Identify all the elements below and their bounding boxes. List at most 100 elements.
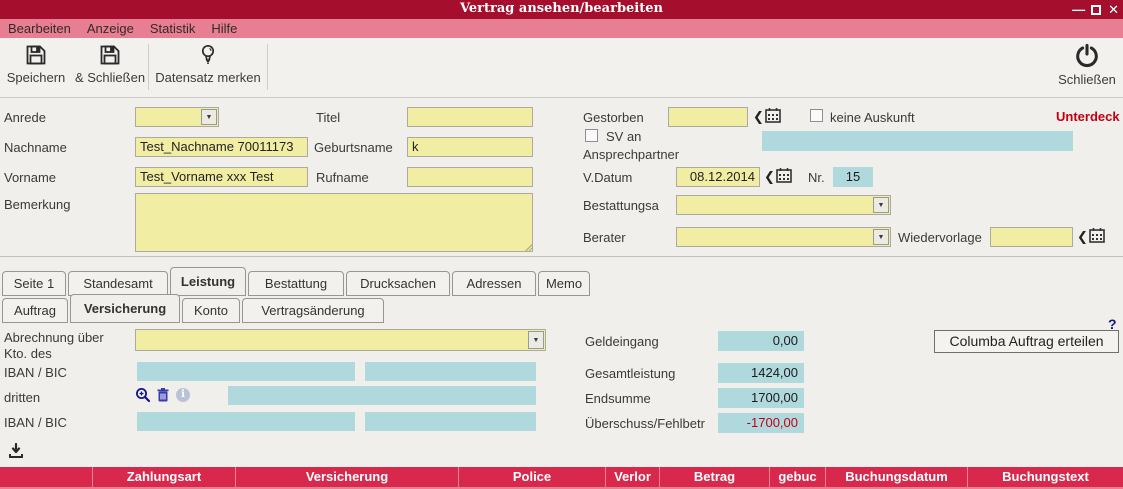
menu-bearbeiten[interactable]: Bearbeiten (8, 21, 71, 36)
nachname-label: Nachname (4, 140, 67, 155)
abrechnung-select[interactable]: ▼ (135, 329, 546, 351)
chevron-left-icon[interactable]: ❮ (1077, 229, 1088, 244)
column-header-versicherung[interactable]: Versicherung (236, 467, 459, 487)
column-header-gebuc[interactable]: gebuc (770, 467, 826, 487)
menu-anzeige[interactable]: Anzeige (86, 21, 134, 36)
main-tab-row: Seite 1 Standesamt Leistung Bestattung D… (2, 266, 592, 296)
lightbulb-icon (201, 44, 215, 64)
chevron-left-icon[interactable]: ❮ (764, 169, 775, 184)
close-window-button[interactable]: Schließen (1055, 43, 1119, 87)
tab-konto[interactable]: Konto (182, 298, 240, 323)
trash-icon[interactable] (155, 387, 171, 403)
dritten-input[interactable] (228, 386, 536, 405)
column-header-empty[interactable] (0, 467, 93, 487)
keine-auskunft-label: keine Auskunft (830, 110, 915, 125)
geburtsname-label: Geburtsname (314, 140, 393, 155)
nr-label: Nr. (808, 170, 825, 185)
anrede-select[interactable]: ▼ (135, 107, 219, 127)
wiedervorlage-label: Wiedervorlage (898, 230, 982, 245)
column-header-zahlungsart[interactable]: Zahlungsart (93, 467, 236, 487)
abrechnung-label-line2: Kto. des (4, 346, 52, 361)
columba-auftrag-button[interactable]: Columba Auftrag erteilen (934, 330, 1119, 353)
tab-versicherung[interactable]: Versicherung (70, 294, 180, 323)
save-close-button[interactable]: & Schließen (70, 43, 150, 85)
bestattungsart-select[interactable]: ▼ (676, 195, 891, 215)
column-header-buchungsdatum[interactable]: Buchungsdatum (826, 467, 968, 487)
titel-input[interactable] (407, 107, 533, 127)
column-header-buchungstext[interactable]: Buchungstext (1002, 469, 1089, 484)
toolbar: Speichern & Schließen Datensatz merken S… (0, 38, 1123, 98)
close-window-label: Schließen (1058, 72, 1116, 87)
vorname-input[interactable]: Test_Vorname xxx Test (135, 167, 308, 187)
chevron-down-icon[interactable]: ▼ (528, 331, 544, 349)
wiedervorlage-input[interactable] (990, 227, 1073, 247)
unterdeckung-warning: Unterdeck (1056, 109, 1120, 124)
zoom-in-icon[interactable] (135, 387, 151, 403)
window-controls: — ✕ (1072, 0, 1119, 19)
tab-drucksachen[interactable]: Drucksachen (346, 271, 450, 296)
iban-input-1[interactable] (137, 362, 355, 381)
remember-record-button[interactable]: Datensatz merken (152, 43, 264, 85)
save-label: Speichern (6, 70, 66, 85)
chevron-down-icon[interactable]: ▼ (201, 109, 217, 125)
menu-statistik[interactable]: Statistik (149, 21, 196, 36)
tab-leistung[interactable]: Leistung (170, 267, 246, 296)
maximize-icon[interactable] (1091, 4, 1102, 15)
bic-input-1[interactable] (365, 362, 536, 381)
tab-seite-1[interactable]: Seite 1 (2, 271, 66, 296)
calendar-icon[interactable] (776, 167, 792, 183)
vdatum-input[interactable]: 08.12.2014 (676, 167, 760, 187)
gesamtleistung-label: Gesamtleistung (585, 366, 676, 381)
toolbar-separator (267, 44, 268, 90)
geburtsname-input[interactable]: k (407, 137, 533, 157)
close-icon[interactable]: ✕ (1108, 2, 1119, 17)
rufname-input[interactable] (407, 167, 533, 187)
chevron-down-icon[interactable]: ▼ (873, 229, 889, 245)
gestorben-input[interactable] (668, 107, 748, 127)
abrechnung-label-line1: Abrechnung über (4, 330, 104, 345)
bemerkung-textarea[interactable] (135, 193, 533, 252)
tab-adressen[interactable]: Adressen (452, 271, 536, 296)
iban-input-2[interactable] (137, 412, 355, 431)
bic-input-2[interactable] (365, 412, 536, 431)
calendar-icon[interactable] (1089, 227, 1105, 243)
floppy-icon (26, 45, 46, 65)
info-icon[interactable]: i (176, 388, 190, 402)
save-button[interactable]: Speichern (5, 43, 67, 85)
vdatum-label: V.Datum (583, 170, 633, 185)
sv-an-checkbox[interactable] (585, 129, 598, 142)
anrede-label: Anrede (4, 110, 46, 125)
column-header-betrag[interactable]: Betrag (660, 467, 770, 487)
geldeingang-field: 0,00 (718, 331, 804, 351)
tab-auftrag[interactable]: Auftrag (2, 298, 68, 323)
ansprechpartner-field[interactable] (762, 131, 1073, 151)
help-icon[interactable]: ? (1108, 316, 1117, 332)
tab-standesamt[interactable]: Standesamt (68, 271, 168, 296)
bestattungsart-label: Bestattungsa (583, 198, 659, 213)
bookings-table-header: Zahlungsart Versicherung Police Verlor B… (0, 467, 1123, 487)
gesamtleistung-field: 1424,00 (718, 363, 804, 383)
dritten-label: dritten (4, 390, 41, 405)
tab-memo[interactable]: Memo (538, 271, 590, 296)
resize-grip-icon[interactable] (524, 244, 532, 252)
nr-field: 15 (833, 167, 873, 187)
rufname-label: Rufname (316, 170, 369, 185)
geldeingang-label: Geldeingang (585, 334, 659, 349)
calendar-icon[interactable] (765, 107, 781, 123)
download-icon[interactable] (8, 443, 24, 459)
column-header-police[interactable]: Police (459, 467, 606, 487)
column-header-verlor[interactable]: Verlor (606, 467, 660, 487)
contract-header-form: Anrede ▼ Titel Nachname Test_Nachname 70… (0, 99, 1123, 257)
chevron-left-icon[interactable]: ❮ (753, 109, 764, 124)
window-title: Vertrag ansehen/bearbeiten (460, 1, 663, 16)
iban-bic-label-1: IBAN / BIC (4, 365, 67, 380)
tab-vertragsaenderung[interactable]: Vertragsänderung (242, 298, 384, 323)
endsumme-field: 1700,00 (718, 388, 804, 408)
berater-select[interactable]: ▼ (676, 227, 891, 247)
nachname-input[interactable]: Test_Nachname 70011173 (135, 137, 308, 157)
keine-auskunft-checkbox[interactable] (810, 109, 823, 122)
chevron-down-icon[interactable]: ▼ (873, 197, 889, 213)
menu-hilfe[interactable]: Hilfe (211, 21, 238, 36)
tab-bestattung[interactable]: Bestattung (248, 271, 344, 296)
minimize-icon[interactable]: — (1072, 2, 1085, 17)
